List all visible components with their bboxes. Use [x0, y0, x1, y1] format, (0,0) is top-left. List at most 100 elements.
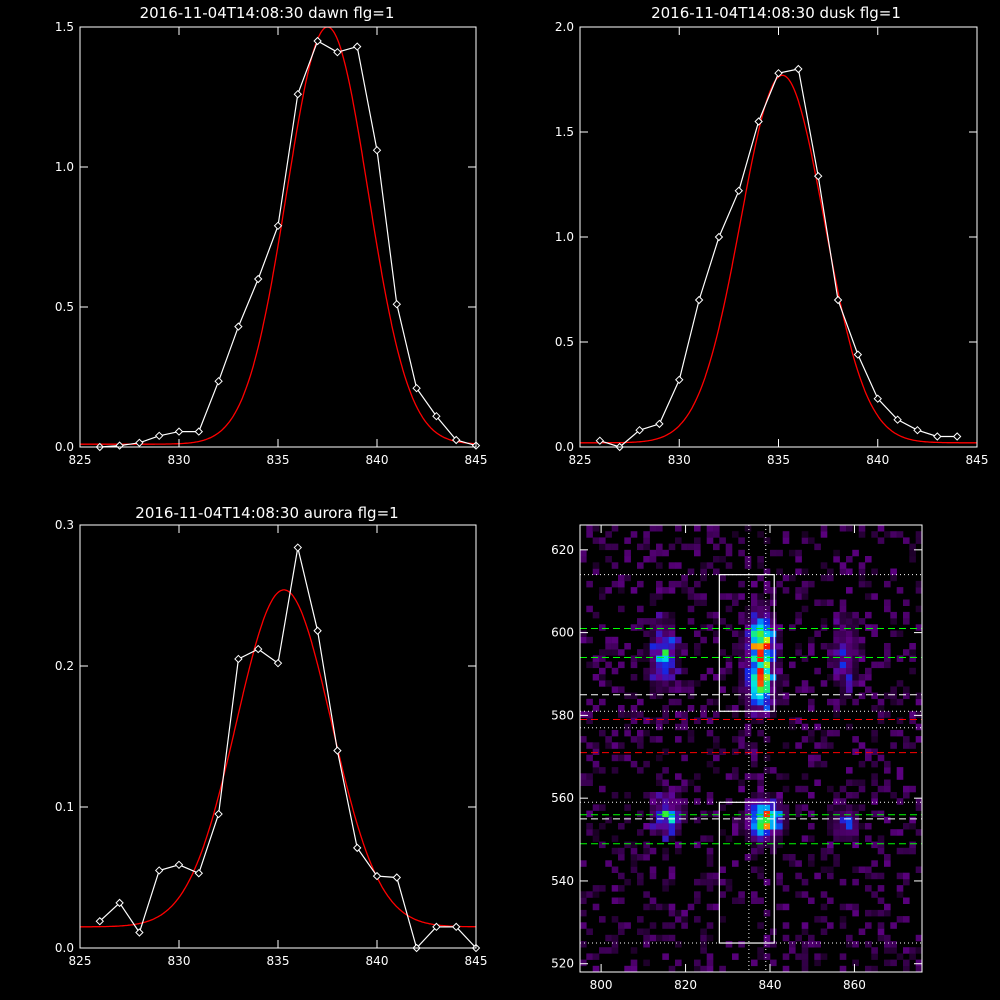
heatmap-cell — [649, 618, 657, 625]
heatmap-cell — [763, 643, 771, 650]
heatmap-cell — [719, 556, 726, 563]
heatmap-cell — [782, 773, 790, 780]
heatmap-cell — [624, 754, 631, 762]
heatmap-cell — [700, 711, 707, 718]
heatmap-cell — [915, 624, 923, 631]
heatmap-cell — [839, 878, 847, 886]
heatmap-cell — [618, 885, 625, 892]
heatmap-cell — [770, 711, 777, 718]
heatmap-cell — [846, 823, 853, 830]
heatmap-cell — [871, 729, 878, 737]
dawn-xtick-label: 825 — [69, 453, 92, 467]
heatmap-cell — [757, 711, 764, 718]
dawn-data-point — [273, 221, 283, 231]
heatmap-cell — [770, 618, 777, 625]
heatmap-cell — [858, 568, 866, 575]
heatmap-cell — [649, 692, 657, 700]
heatmap-cell — [770, 792, 777, 799]
heatmap-cell — [719, 618, 726, 625]
heatmap-cell — [694, 891, 701, 898]
heatmap-cell — [770, 928, 777, 935]
dusk-xtick-label: 825 — [569, 453, 592, 467]
heatmap-cell — [592, 953, 600, 960]
heatmap-cell — [649, 829, 657, 836]
heatmap-cell — [833, 630, 840, 637]
heatmap-cell — [649, 736, 657, 743]
dusk-frame — [579, 26, 978, 448]
heatmap-cell — [611, 916, 619, 923]
heatmap-cell — [744, 705, 752, 712]
heatmap-cell — [668, 674, 676, 681]
heatmap-cell — [795, 556, 802, 563]
dusk-xtick-label: 840 — [866, 453, 889, 467]
heatmap-cell — [738, 537, 745, 544]
heatmap-cell — [586, 711, 593, 718]
heatmap-cell — [586, 742, 593, 749]
heatmap-cell — [833, 649, 840, 656]
heatmap-cell — [852, 941, 859, 948]
heatmap-cell — [820, 624, 828, 631]
heatmap-cell — [706, 537, 714, 544]
heatmap-cell — [839, 953, 847, 960]
heatmap-cell — [795, 549, 802, 557]
heatmap-cell — [915, 866, 923, 873]
dusk-xtick-label: 830 — [668, 453, 691, 467]
heatmap-cell — [618, 605, 625, 613]
heatmap-cell — [776, 804, 783, 811]
heatmap-cell — [656, 593, 663, 600]
heatmap-cell — [757, 798, 764, 805]
heatmap-cell — [770, 593, 777, 600]
dusk-data-point — [853, 350, 863, 359]
heatmap-cell — [763, 537, 771, 544]
heatmap-cell — [909, 649, 916, 656]
dawn-data-point — [194, 427, 204, 436]
heatmap-cell — [896, 587, 904, 594]
dawn-data-point — [115, 441, 124, 450]
heatmap-cell — [725, 605, 733, 613]
heatmap-cell — [839, 692, 847, 700]
heatmap-cell — [770, 692, 777, 700]
heatmap-cell — [757, 556, 764, 563]
heatmap-cell — [827, 655, 834, 662]
heatmap-cell — [706, 760, 714, 768]
heatmap-ytick-label: 540 — [551, 874, 574, 888]
heatmap-cell — [776, 816, 783, 824]
heatmap-cell — [858, 655, 866, 662]
heatmap-cells — [580, 525, 923, 973]
heatmap-cell — [751, 854, 758, 861]
heatmap-cell — [599, 655, 606, 662]
heatmap-cell — [649, 903, 657, 911]
heatmap-cell — [852, 736, 859, 743]
dawn-ytick-label: 1.5 — [55, 20, 74, 34]
heatmap-cell — [896, 872, 904, 880]
heatmap-cell — [706, 953, 714, 960]
heatmap-cell — [865, 674, 872, 681]
dusk-data-point — [933, 432, 942, 441]
heatmap-cell — [782, 680, 790, 687]
heatmap-cell — [903, 611, 910, 619]
heatmap-cell — [852, 636, 859, 644]
heatmap-cell — [662, 630, 669, 637]
heatmap-cell — [744, 562, 752, 569]
heatmap-cell — [871, 760, 878, 768]
heatmap-cell — [744, 835, 752, 842]
heatmap-cell — [630, 959, 638, 967]
heatmap-cell — [713, 878, 720, 886]
heatmap-cell — [757, 636, 764, 644]
heatmap-cell — [903, 792, 910, 799]
heatmap-cell — [890, 531, 897, 538]
heatmap-cell — [839, 630, 847, 637]
heatmap-cell — [611, 742, 619, 749]
heatmap-cell — [833, 618, 840, 625]
heatmap-cell — [656, 810, 663, 818]
heatmap-cell — [605, 742, 612, 749]
heatmap-cell — [643, 649, 650, 656]
heatmap-cell — [776, 798, 783, 805]
dusk-title: 2016-11-04T14:08:30 dusk flg=1 — [651, 4, 901, 22]
heatmap-cell — [656, 773, 663, 780]
heatmap-cell — [770, 841, 777, 849]
heatmap-cell — [884, 947, 891, 954]
heatmap-cell — [795, 611, 802, 619]
heatmap-cell — [605, 860, 612, 867]
heatmap-cell — [694, 649, 701, 656]
